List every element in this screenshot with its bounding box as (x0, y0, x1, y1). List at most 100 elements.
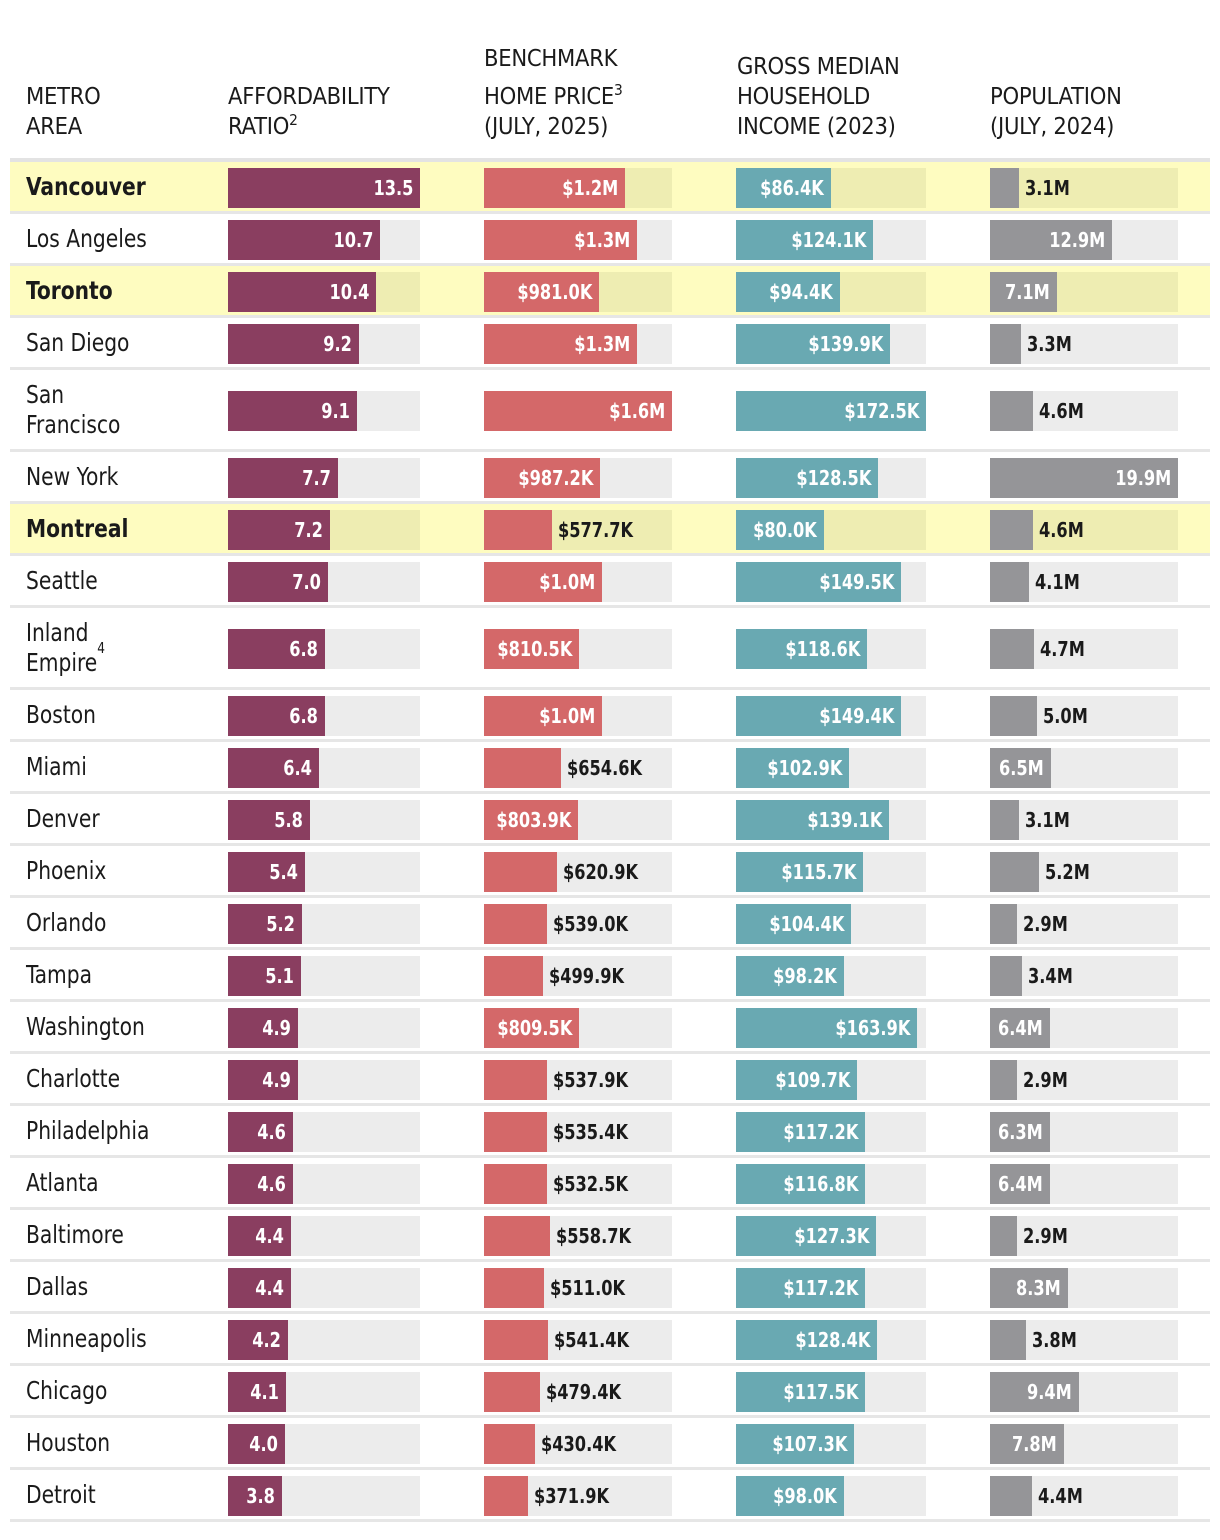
table-row: Atlanta 4.6 $532.5K $116.8K 6.4M (10, 1158, 1210, 1210)
population-bar (990, 457, 1178, 498)
metro-name-text: Montreal (26, 513, 129, 543)
home-price-value-label: $479.4K (546, 1379, 622, 1404)
metro-name-text: Denver (26, 803, 100, 833)
metro-name-text: Tampa (26, 959, 93, 989)
population-bar (990, 695, 1037, 736)
income-bar-track: $172.5K (736, 390, 926, 431)
metro-name-text: Philadelphia (26, 1115, 150, 1145)
affordability-bar (228, 1163, 293, 1204)
home-price-bar-track: $1.2M (484, 167, 672, 208)
affordability-bar (228, 799, 310, 840)
metro-name: Houston (26, 1418, 110, 1467)
home-price-value-label: $620.9K (563, 859, 639, 884)
footnote-2: 2 (289, 111, 298, 129)
population-bar-track: 6.4M (990, 1163, 1178, 1204)
home-price-bar (484, 1215, 550, 1256)
metro-name: Chicago (26, 1366, 107, 1415)
income-value-label: $128.5K (795, 465, 871, 490)
population-value-label: 4.4M (1038, 1483, 1083, 1508)
table-row: Vancouver 13.5 $1.2M $86.4K 3.1M (10, 162, 1210, 214)
income-bar (736, 1215, 876, 1256)
affordability-value-label: 4.0 (249, 1431, 278, 1456)
home-price-bar-track: $499.9K (484, 955, 672, 996)
affordability-bar (228, 1423, 285, 1464)
affordability-value-label: 7.0 (292, 569, 321, 594)
population-bar-track: 4.6M (990, 509, 1178, 550)
table-row: Phoenix 5.4 $620.9K $115.7K 5.2M (10, 846, 1210, 898)
affordability-bar (228, 457, 338, 498)
population-value-label: 7.8M (1012, 1431, 1057, 1456)
affordability-bar-track: 9.2 (228, 323, 420, 364)
income-value-label: $149.5K (818, 569, 894, 594)
population-bar (990, 955, 1022, 996)
income-value-label: $117.5K (782, 1379, 858, 1404)
income-bar (736, 851, 863, 892)
metro-name-text: Inland Empire (26, 617, 98, 677)
income-bar (736, 799, 889, 840)
affordability-bar-track: 13.5 (228, 167, 420, 208)
affordability-bar-track: 5.4 (228, 851, 420, 892)
metro-name-text: Houston (26, 1427, 111, 1457)
population-bar (990, 561, 1029, 602)
home-price-bar (484, 1371, 540, 1412)
metro-name-text: Detroit (26, 1479, 96, 1509)
income-bar (736, 390, 926, 431)
home-price-value-label: $537.9K (553, 1067, 629, 1092)
affordability-bar-track: 5.1 (228, 955, 420, 996)
income-value-label: $163.9K (834, 1015, 910, 1040)
population-bar-track: 3.3M (990, 323, 1178, 364)
population-bar (990, 628, 1034, 669)
income-value-label: $124.1K (790, 227, 866, 252)
income-value-label: $116.8K (782, 1171, 858, 1196)
income-bar (736, 219, 873, 260)
income-bar-track: $86.4K (736, 167, 926, 208)
table-row: Detroit 3.8 $371.9K $98.0K 4.4M (10, 1470, 1210, 1522)
affordability-bar-track: 7.0 (228, 561, 420, 602)
affordability-bar (228, 1475, 282, 1516)
affordability-value-label: 4.4 (255, 1223, 284, 1248)
table-row: Miami 6.4 $654.6K $102.9K 6.5M (10, 742, 1210, 794)
table-row: Montreal 7.2 $577.7K $80.0K 4.6M (10, 504, 1210, 556)
population-bar (990, 1423, 1064, 1464)
home-price-value-label: $810.5K (496, 636, 572, 661)
metro-name-text: Washington (26, 1011, 145, 1041)
table-row: San Francisco 9.1 $1.6M $172.5K 4.6M (10, 370, 1210, 452)
income-value-label: $127.3K (793, 1223, 869, 1248)
home-price-bar-track: $654.6K (484, 747, 672, 788)
income-bar-track: $94.4K (736, 271, 926, 312)
affordability-bar-track: 4.6 (228, 1111, 420, 1152)
metro-name-text: San Francisco (26, 379, 121, 439)
affordability-bar-track: 4.9 (228, 1007, 420, 1048)
header-metro-area: METRO AREA (26, 84, 101, 140)
home-price-bar-track: $539.0K (484, 903, 672, 944)
population-bar (990, 390, 1033, 431)
population-bar (990, 1371, 1079, 1412)
income-bar-track: $107.3K (736, 1423, 926, 1464)
population-bar (990, 509, 1033, 550)
home-price-bar (484, 1267, 544, 1308)
population-bar-track: 4.7M (990, 628, 1178, 669)
metro-name-text: Los Angeles (26, 223, 147, 253)
population-bar (990, 1059, 1017, 1100)
income-value-label: $80.0K (753, 517, 817, 542)
affordability-value-label: 5.1 (265, 963, 294, 988)
population-bar (990, 1007, 1050, 1048)
metro-name: Detroit (26, 1470, 96, 1519)
affordability-bar (228, 219, 380, 260)
income-bar-track: $139.1K (736, 799, 926, 840)
metro-name: Toronto (26, 266, 113, 315)
home-price-value-label: $1.3M (573, 331, 630, 356)
population-bar (990, 1215, 1017, 1256)
income-value-label: $117.2K (782, 1119, 858, 1144)
header-population: POPULATION (JULY, 2024) (990, 84, 1122, 140)
home-price-bar-track: $371.9K (484, 1475, 672, 1516)
income-bar-track: $128.5K (736, 457, 926, 498)
population-value-label: 3.1M (1025, 175, 1070, 200)
population-value-label: 12.9M (1048, 227, 1105, 252)
income-bar-track: $117.2K (736, 1267, 926, 1308)
affordability-bar (228, 390, 357, 431)
metro-name-text: Toronto (26, 275, 113, 305)
income-bar-track: $104.4K (736, 903, 926, 944)
table-row: Washington 4.9 $809.5K $163.9K 6.4M (10, 1002, 1210, 1054)
table-row: Minneapolis 4.2 $541.4K $128.4K 3.8M (10, 1314, 1210, 1366)
